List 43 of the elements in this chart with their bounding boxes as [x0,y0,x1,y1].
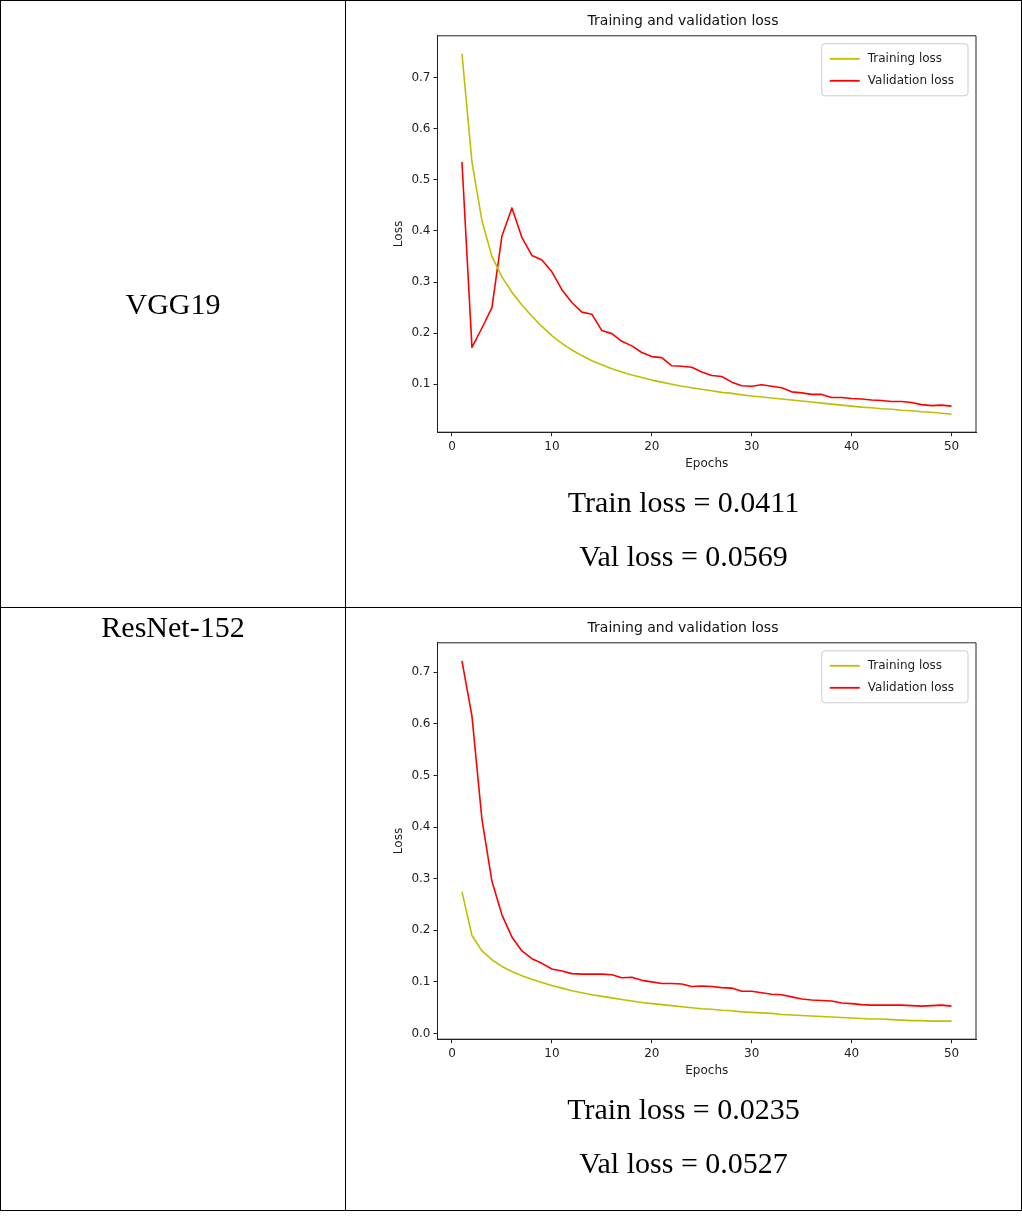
text: Val loss = 0.0527 [578,1145,789,1181]
y-tick-label: 0.2 [411,325,431,340]
text: Train loss = 0.0411 [566,484,801,520]
y-tick-label: 0.3 [411,274,431,289]
legend-label: Validation loss [867,679,954,694]
y-tick-label: 0.6 [411,120,431,135]
y-tick-label: 0.0 [411,1025,431,1040]
y-tick-label: 0.7 [411,69,431,84]
x-axis-title: Epochs [685,455,729,470]
x-tick-label: 0 [448,1045,456,1060]
y-tick-label: 0.5 [411,171,431,186]
y-tick-label: 0.7 [411,664,431,679]
text: ResNet-152 [0,607,346,1211]
legend-label: Validation loss [867,72,954,87]
y-tick-label: 0.3 [411,870,431,885]
x-tick-label: 50 [943,1045,960,1060]
y-tick-label: 0.1 [411,974,431,989]
x-tick-label: 30 [744,1045,760,1060]
y-tick-label: 0.1 [411,376,431,391]
chart-title: Training and validation loss [586,619,779,636]
x-tick-label: 0 [448,438,456,453]
y-tick-label: 0.5 [411,767,431,782]
text: VGG19 [0,0,346,608]
x-tick-label: 10 [544,438,560,453]
chart-title: Training and validation loss [586,12,779,29]
y-axis-title: Loss [391,827,406,855]
text: Train loss = 0.0235 [566,1091,801,1127]
legend-label: Training loss [866,50,943,65]
x-axis-title: Epochs [685,1062,729,1077]
text: Val loss = 0.0569 [578,538,789,574]
x-tick-label: 10 [544,1045,560,1060]
y-tick-label: 0.4 [411,819,431,834]
x-tick-label: 20 [644,438,660,453]
x-tick-label: 30 [744,438,760,453]
y-tick-label: 0.2 [411,922,431,937]
x-tick-label: 20 [644,1045,660,1060]
x-tick-label: 50 [943,438,960,453]
y-tick-label: 0.4 [411,223,431,238]
x-tick-label: 40 [843,438,860,453]
y-tick-label: 0.6 [411,715,431,730]
y-axis-title: Loss [391,220,406,248]
x-tick-label: 40 [843,1045,860,1060]
legend-label: Training loss [866,657,943,672]
